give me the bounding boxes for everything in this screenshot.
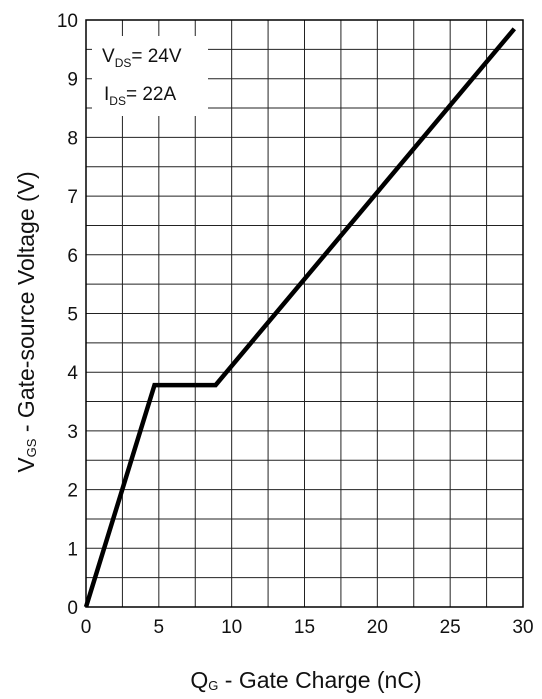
x-tick-label: 10 — [221, 617, 242, 638]
plot-frame — [85, 19, 524, 608]
y-tick-label: 8 — [67, 128, 78, 149]
x-tick-label: 15 — [294, 617, 315, 638]
y-tick-label: 2 — [67, 481, 78, 502]
y-tick-label: 10 — [57, 11, 78, 32]
annotation-box — [92, 36, 208, 116]
x-tick-label: 5 — [154, 617, 165, 638]
x-tick-label: 30 — [512, 617, 533, 638]
y-tick-label: 1 — [67, 539, 78, 560]
chart-grid — [86, 20, 523, 607]
annotation-vds: VDS= 24V — [102, 46, 182, 70]
y-tick-label: 3 — [67, 422, 78, 443]
y-tick-label: 4 — [67, 363, 78, 384]
x-tick-label: 0 — [81, 617, 92, 638]
annotation-ids: IDS= 22A — [104, 84, 176, 108]
series-line-0 — [83, 27, 517, 608]
chart-series — [83, 27, 517, 608]
y-axis-label: VGS - Gate-source Voltage (V) — [13, 171, 39, 472]
x-tick-label: 25 — [440, 617, 461, 638]
y-tick-label: 7 — [67, 187, 78, 208]
y-tick-label: 5 — [67, 305, 78, 326]
chart-axes — [85, 19, 524, 608]
x-tick-label: 20 — [367, 617, 388, 638]
y-tick-label: 0 — [67, 598, 78, 619]
x-axis-label: QG - Gate Charge (nC) — [190, 667, 421, 693]
y-tick-label: 6 — [67, 246, 78, 267]
chart-tick-labels: 0 5 10 15 20 25 30 0 1 2 3 4 5 6 7 8 9 10 — [57, 11, 534, 638]
y-tick-label: 9 — [67, 70, 78, 91]
